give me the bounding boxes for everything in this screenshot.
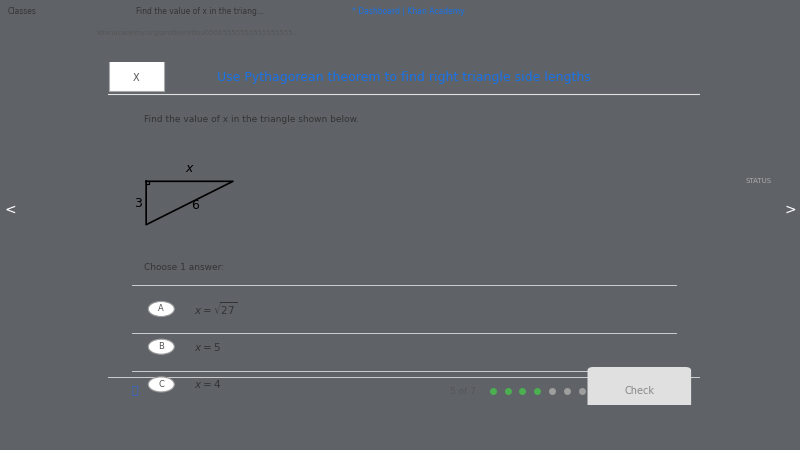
Text: Find the value of x in the triangle shown below.: Find the value of x in the triangle show…: [143, 115, 358, 124]
Text: STATUS: STATUS: [746, 178, 771, 184]
Text: 6: 6: [191, 199, 199, 212]
Circle shape: [148, 339, 174, 354]
Text: Use Pythagorean theorem to find right triangle side lengths: Use Pythagorean theorem to find right tr…: [217, 72, 591, 85]
Circle shape: [148, 377, 174, 392]
Circle shape: [148, 302, 174, 316]
Text: $x$: $x$: [185, 162, 194, 175]
Text: B: B: [158, 342, 164, 351]
Text: >: >: [784, 203, 796, 217]
FancyBboxPatch shape: [109, 57, 164, 90]
Text: * Dashboard | Khan Academy: * Dashboard | Khan Academy: [352, 6, 465, 15]
Text: Classes: Classes: [8, 6, 37, 15]
Text: Find the value of x in the triang...: Find the value of x in the triang...: [136, 6, 264, 15]
Text: A: A: [158, 305, 164, 314]
Text: C: C: [158, 380, 164, 389]
Text: $x = 5$: $x = 5$: [194, 341, 221, 353]
Text: Choose 1 answer:: Choose 1 answer:: [143, 263, 224, 272]
Text: khanacademy.org/profile/re6oo05065555555555555555...: khanacademy.org/profile/re6oo05065555555…: [96, 30, 299, 36]
Text: 5 of 7: 5 of 7: [450, 387, 476, 396]
Text: $x = 4$: $x = 4$: [194, 378, 221, 391]
Text: 3: 3: [134, 197, 142, 210]
FancyBboxPatch shape: [587, 367, 691, 415]
Text: $x = \sqrt{27}$: $x = \sqrt{27}$: [194, 301, 238, 317]
Text: Check: Check: [625, 386, 654, 396]
Text: <: <: [4, 203, 16, 217]
Text: X: X: [133, 73, 140, 83]
Text: 🖊: 🖊: [132, 386, 138, 396]
